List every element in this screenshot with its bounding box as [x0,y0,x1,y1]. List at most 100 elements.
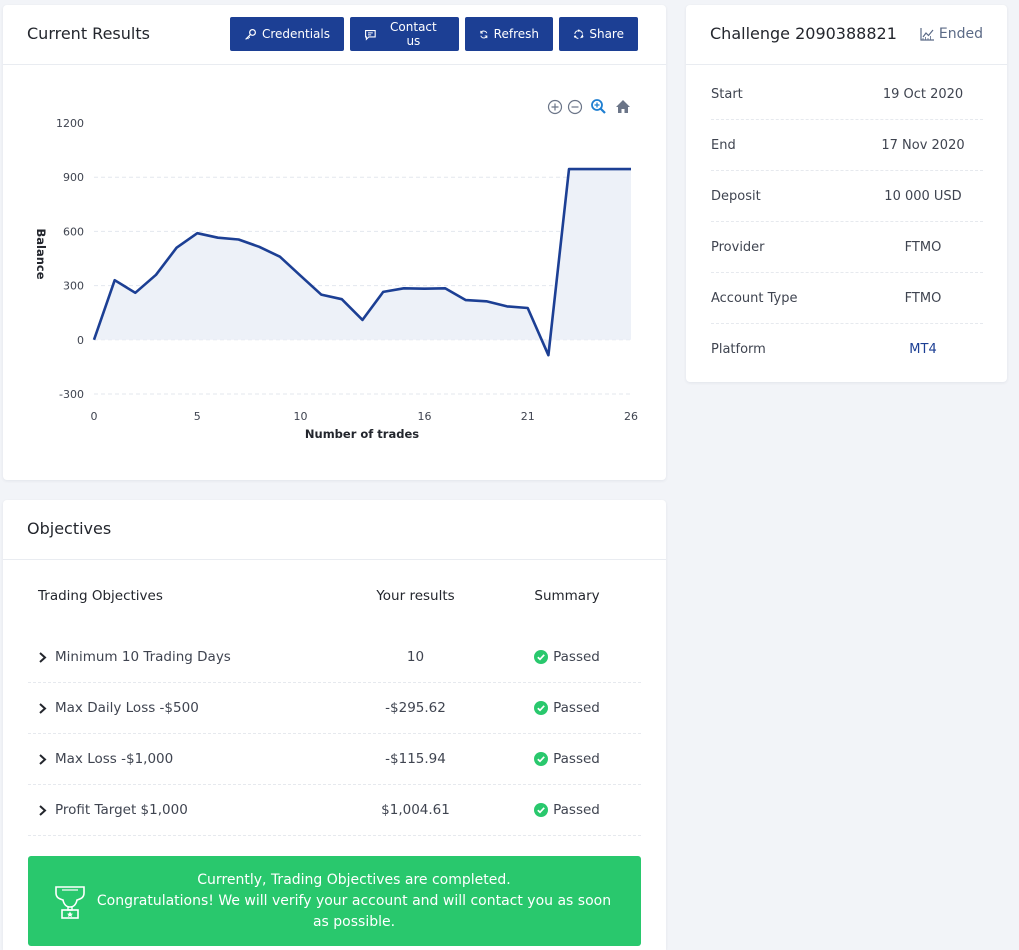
objective-row[interactable]: Max Daily Loss -$500 -$295.62 Passed [28,683,641,734]
refresh-button[interactable]: Refresh [465,17,553,51]
objective-name-cell: Max Loss -$1,000 [28,751,338,767]
platform-link[interactable]: MT4 [909,342,937,357]
banner-line-1: Currently, Trading Objectives are comple… [197,871,511,888]
info-label: Provider [711,239,765,255]
zoom-out-icon[interactable] [567,99,583,115]
summary-label: Passed [553,802,600,818]
zoom-in-icon[interactable] [547,99,563,115]
info-row-provider: Provider FTMO [711,222,983,273]
refresh-label: Refresh [493,27,539,41]
challenge-card: Challenge 2090388821 Ended Start 19 Oct … [686,5,1007,382]
objective-summary: Passed [493,649,641,665]
info-row-account-type: Account Type FTMO [711,273,983,324]
balance-area [94,169,631,356]
check-circle-icon [534,650,549,664]
y-axis-label: Balance [34,228,48,279]
challenge-title: Challenge 2090388821 [710,24,897,43]
info-row-deposit: Deposit 10 000 USD [711,171,983,222]
info-value: FTMO [904,290,942,306]
objective-summary: Passed [493,751,641,767]
refresh-icon [480,30,488,38]
chevron-right-icon[interactable] [38,804,47,816]
info-label: Deposit [711,188,761,204]
check-circle-icon [534,752,549,766]
info-row-platform: Platform MT4 [711,324,983,375]
x-axis-label: Number of trades [305,427,419,441]
credentials-button[interactable]: Credentials [230,17,344,51]
y-tick-label: 300 [63,280,84,293]
objective-name: Max Loss -$1,000 [55,751,174,767]
objective-name-cell: Minimum 10 Trading Days [28,649,338,665]
objectives-rows: Minimum 10 Trading Days 10 Passed Max Daily… [28,632,641,836]
objective-result: 10 [406,649,425,665]
objectives-table: Trading Objectives Your results Summary … [28,588,641,836]
chevron-right-icon[interactable] [38,753,47,765]
magnify-icon[interactable] [591,99,606,114]
y-tick-label: 0 [77,334,84,347]
contact-us-label: Contact us [390,20,437,48]
success-banner: Currently, Trading Objectives are comple… [28,856,641,946]
x-tick-label: 5 [194,410,201,423]
objective-summary: Passed [493,700,641,716]
info-label: Platform [711,342,766,357]
x-tick-label: 10 [294,410,308,423]
objective-row[interactable]: Profit Target $1,000 $1,004.61 Passed [28,785,641,836]
status-label: Ended [938,26,983,42]
banner-text: Currently, Trading Objectives are comple… [94,870,614,933]
info-label: End [711,137,736,153]
objective-result: -$115.94 [385,751,446,767]
objective-name: Max Daily Loss -$500 [55,700,199,716]
chart-ticks: 1200 900 600 300 0 -300 0 5 10 16 21 26 [56,117,638,423]
status-badge: Ended [920,5,983,63]
table-header: Trading Objectives Your results Summary [28,588,641,632]
chart-line-icon [920,27,934,41]
objective-name-cell: Profit Target $1,000 [28,802,338,818]
check-circle-icon [534,803,549,817]
results-header: Current Results Credentials Contact us R… [3,5,666,65]
x-tick-label: 21 [521,410,535,423]
results-title: Current Results [27,24,150,43]
challenge-info-list: Start 19 Oct 2020 End 17 Nov 2020 Deposi… [711,69,983,375]
summary-label: Passed [553,649,600,665]
chevron-right-icon[interactable] [38,702,47,714]
trophy-icon [55,886,85,919]
summary-label: Passed [553,700,600,716]
results-toolbar: Credentials Contact us Refresh Share [230,17,638,51]
balance-chart: 1200 900 600 300 0 -300 0 5 10 16 21 26 Number of t… [34,99,638,441]
summary-label: Passed [553,751,600,767]
current-results-card: Current Results Credentials Contact us R… [3,5,666,480]
info-value: 10 000 USD [884,188,962,204]
banner-line-2: Congratulations! We will verify your acc… [96,892,612,930]
objective-row[interactable]: Max Loss -$1,000 -$115.94 Passed [28,734,641,785]
objective-row[interactable]: Minimum 10 Trading Days 10 Passed [28,632,641,683]
y-tick-label: -300 [59,388,84,401]
info-value: 17 Nov 2020 [881,137,965,153]
y-tick-label: 600 [63,225,84,238]
objective-result: $1,004.61 [381,802,450,818]
info-row-start: Start 19 Oct 2020 [711,69,983,120]
share-icon [573,28,584,39]
objectives-title: Objectives [27,519,112,538]
chevron-right-icon[interactable] [38,651,47,663]
y-tick-label: 900 [63,171,84,184]
objective-summary: Passed [493,802,641,818]
header-your-results: Your results [376,588,455,604]
x-tick-label: 0 [91,410,98,423]
objective-name: Profit Target $1,000 [55,802,188,818]
info-value: 19 Oct 2020 [882,86,964,102]
key-icon [245,28,256,40]
challenge-header: Challenge 2090388821 Ended [686,5,1007,65]
share-button[interactable]: Share [559,17,638,51]
home-icon[interactable] [616,100,630,113]
header-trading-objectives: Trading Objectives [38,588,163,604]
info-value: FTMO [904,239,942,255]
x-tick-label: 26 [624,410,638,423]
objectives-card: Objectives Trading Objectives Your resul… [3,500,666,950]
objective-name: Minimum 10 Trading Days [55,649,231,665]
header-summary: Summary [534,588,600,604]
info-label: Account Type [711,290,798,306]
x-tick-label: 16 [417,410,431,423]
contact-us-button[interactable]: Contact us [350,17,459,51]
info-label: Start [711,86,743,102]
credentials-label: Credentials [261,27,330,41]
